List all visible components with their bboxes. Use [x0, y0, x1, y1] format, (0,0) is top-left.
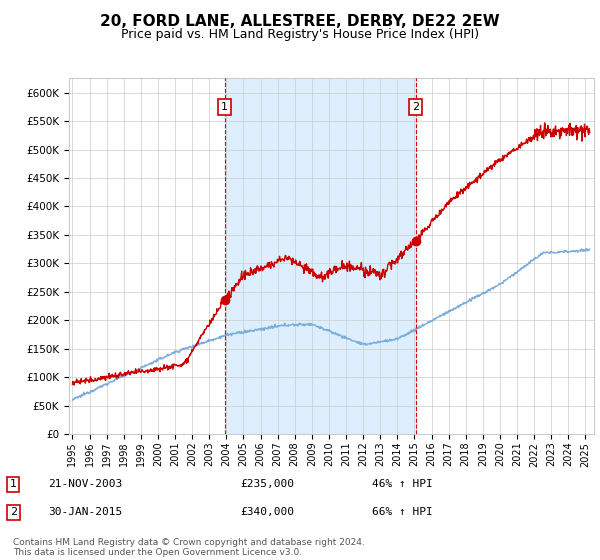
Text: £340,000: £340,000	[240, 507, 294, 517]
Text: 46% ↑ HPI: 46% ↑ HPI	[372, 479, 433, 489]
Text: 2: 2	[412, 102, 419, 112]
Text: 1: 1	[10, 479, 17, 489]
Text: 30-JAN-2015: 30-JAN-2015	[48, 507, 122, 517]
Text: 2: 2	[10, 507, 17, 517]
Text: Contains HM Land Registry data © Crown copyright and database right 2024.
This d: Contains HM Land Registry data © Crown c…	[13, 538, 365, 557]
Text: 1: 1	[221, 102, 228, 112]
Text: 20, FORD LANE, ALLESTREE, DERBY, DE22 2EW: 20, FORD LANE, ALLESTREE, DERBY, DE22 2E…	[100, 14, 500, 29]
Text: 66% ↑ HPI: 66% ↑ HPI	[372, 507, 433, 517]
Text: Price paid vs. HM Land Registry's House Price Index (HPI): Price paid vs. HM Land Registry's House …	[121, 28, 479, 41]
Text: £235,000: £235,000	[240, 479, 294, 489]
Bar	[224, 78, 416, 434]
Text: 21-NOV-2003: 21-NOV-2003	[48, 479, 122, 489]
